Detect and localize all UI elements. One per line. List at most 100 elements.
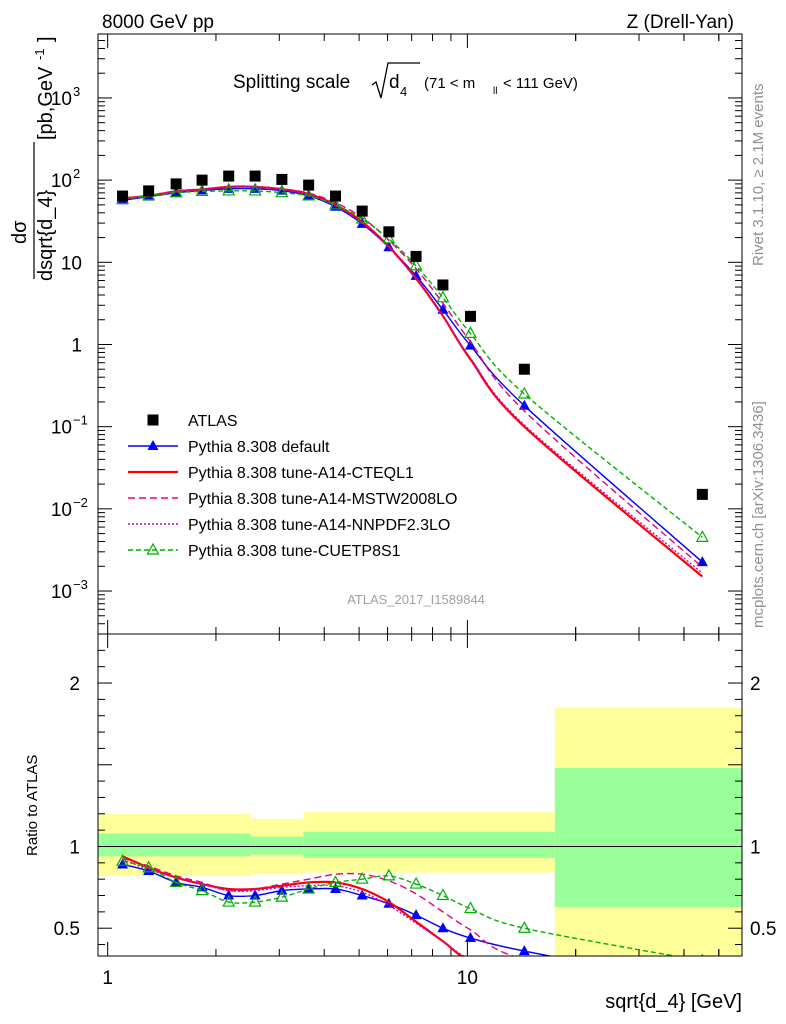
series-point-ratio-0 xyxy=(356,889,368,900)
x-tick-label: 1 xyxy=(102,968,113,989)
legend-marker-0 xyxy=(147,414,159,426)
atlas-data-point xyxy=(276,173,288,185)
series-point-ratio-4 xyxy=(329,875,343,888)
series-point-main-4 xyxy=(222,183,236,196)
series-point-main-0 xyxy=(410,269,422,280)
atlas-data-point xyxy=(696,488,708,500)
y-tick-label-exponent: 3 xyxy=(73,84,80,99)
series-point-ratio-4 xyxy=(248,894,262,907)
atlas-data-point xyxy=(356,205,368,217)
atlas-data-point xyxy=(117,190,129,202)
atlas-data-point xyxy=(303,179,315,191)
analysis-id: ATLAS_2017_I1589844 xyxy=(347,592,485,607)
legend-label-3: Pythia 8.308 tune-A14-MSTW2008LO xyxy=(188,491,457,508)
series-point-main-4 xyxy=(275,185,289,198)
series-point-ratio-0 xyxy=(464,932,476,943)
main-plot-series xyxy=(116,170,709,578)
title-range-end: < 111 GeV) xyxy=(503,75,578,92)
atlas-data-point xyxy=(249,170,261,182)
title-range-subscript: ll xyxy=(493,86,497,97)
series-point-main-4 xyxy=(329,197,343,210)
series-point-main-0 xyxy=(464,339,476,350)
process-label: Z (Drell-Yan) xyxy=(627,12,734,33)
series-line-ratio-2 xyxy=(122,857,516,956)
series-point-ratio-4 xyxy=(355,871,369,884)
title-subscript: 4 xyxy=(400,84,407,99)
y-label-numerator: dσ xyxy=(9,220,31,244)
legend-label-1: Pythia 8.308 default xyxy=(188,439,330,456)
series-point-main-4 xyxy=(195,184,209,196)
legend-marker-5 xyxy=(146,542,160,555)
series-point-main-0 xyxy=(696,556,708,567)
series-point-main-0 xyxy=(518,399,530,410)
sqrt-sign xyxy=(371,62,420,99)
series-point-ratio-0 xyxy=(697,979,708,989)
rivet-note: Rivet 3.1.10, ≥ 2.1M events xyxy=(750,84,767,267)
y-tick-label-exponent: −1 xyxy=(73,413,88,428)
series-point-ratio-4 xyxy=(409,876,423,889)
x-tick-label: 10 xyxy=(457,968,478,989)
title-main: Splitting scale xyxy=(233,72,350,93)
y-tick-label-exponent: −2 xyxy=(73,495,88,510)
series-point-main-4 xyxy=(248,183,262,196)
series-line-main-4 xyxy=(122,190,703,538)
series-point-ratio-4 xyxy=(222,894,236,907)
series-point-ratio-4 xyxy=(302,881,316,894)
series-point-ratio-0 xyxy=(170,876,182,887)
series-point-ratio-0 xyxy=(223,889,235,900)
series-point-main-4 xyxy=(302,188,316,201)
series-point-ratio-4 xyxy=(195,883,209,896)
series-point-ratio-0 xyxy=(518,945,530,956)
band-inner-3 xyxy=(554,768,742,907)
atlas-data-point xyxy=(170,178,182,190)
y-tick-label: 10 xyxy=(61,253,82,274)
title-range: (71 < m xyxy=(424,75,475,92)
plot-title: Splitting scale d 4 (71 < m ll < 111 GeV… xyxy=(233,62,578,99)
y-label-unit-end: ] xyxy=(35,36,57,42)
y-tick-label-exponent: 2 xyxy=(73,166,80,181)
series-point-ratio-0 xyxy=(276,884,288,895)
atlas-data-point xyxy=(383,226,395,238)
uncertainty-bands xyxy=(98,707,742,956)
ratio-tick-label-right: 1 xyxy=(750,837,761,858)
y-tick-label-exponent: −3 xyxy=(73,577,88,592)
series-point-ratio-4 xyxy=(463,901,477,914)
beam-label: 8000 GeV pp xyxy=(102,12,214,33)
atlas-data-point xyxy=(143,185,155,197)
series-point-ratio-0 xyxy=(117,858,129,869)
atlas-data-point xyxy=(410,250,422,262)
series-point-ratio-0 xyxy=(249,889,261,900)
title-symbol: d xyxy=(389,72,400,93)
y-tick-label: 10 xyxy=(51,582,72,603)
series-point-ratio-4 xyxy=(436,888,450,901)
mcplots-note: mcplots.cern.ch [arXiv:1306.3436] xyxy=(750,401,767,628)
series-point-ratio-4 xyxy=(169,875,183,888)
atlas-data-point xyxy=(464,310,476,322)
series-point-ratio-4 xyxy=(382,868,396,881)
legend: ATLAS Pythia 8.308 default Pythia 8.308 tu… xyxy=(128,413,457,560)
band-inner-2 xyxy=(303,831,555,858)
atlas-data-point xyxy=(223,170,235,182)
series-point-main-4 xyxy=(169,185,183,198)
y-axis-label-main: dσ dsqrt{d_4} [pb,GeV -1 ] xyxy=(9,36,57,281)
series-point-main-4 xyxy=(355,211,369,224)
y-tick-label: 1 xyxy=(71,335,82,356)
y-tick-label: 10 xyxy=(51,171,72,192)
series-point-main-4 xyxy=(382,231,396,244)
series-point-ratio-0 xyxy=(330,882,342,893)
series-line-main-3 xyxy=(122,186,703,574)
ratio-tick-label: 1 xyxy=(69,837,80,858)
series-point-main-4 xyxy=(517,386,531,399)
ratio-tick-label: 0.5 xyxy=(54,919,80,940)
y-label-denominator: dsqrt{d_4} xyxy=(35,189,57,281)
atlas-data-point xyxy=(518,363,530,375)
legend-label-4: Pythia 8.308 tune-A14-NNPDF2.3LO xyxy=(188,517,450,534)
series-point-main-4 xyxy=(436,290,450,303)
ratio-tick-label: 2 xyxy=(69,674,80,695)
series-point-main-4 xyxy=(409,258,423,271)
atlas-data-point xyxy=(330,190,342,202)
plot-frames xyxy=(97,33,743,957)
series-point-ratio-0 xyxy=(437,922,449,933)
